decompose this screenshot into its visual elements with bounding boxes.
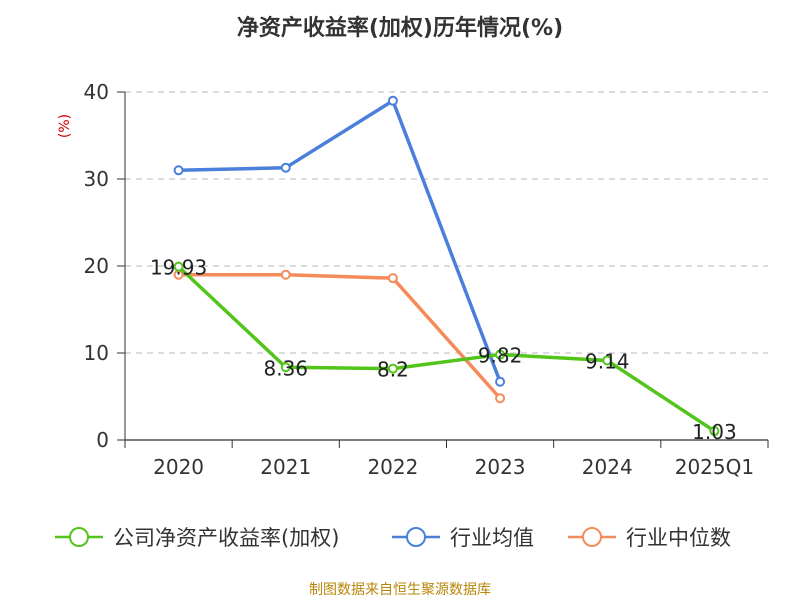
legend-label: 行业均值 (450, 526, 534, 550)
data-label: 19.93 (150, 256, 207, 280)
y-tick-label: 10 (84, 341, 109, 365)
data-point (280, 269, 291, 280)
data-point (387, 95, 398, 106)
series-lines (173, 95, 720, 437)
data-point (602, 355, 613, 366)
data-point (495, 376, 506, 387)
data-point (173, 165, 184, 176)
x-tick-label: 2022 (367, 455, 418, 479)
y-tick-label: 30 (84, 167, 109, 191)
x-tick-label: 2025Q1 (675, 455, 754, 479)
grid-lines (125, 91, 768, 354)
legend-marker (69, 527, 89, 547)
data-point (280, 362, 291, 373)
x-tick-label: 2020 (153, 455, 204, 479)
data-point (709, 426, 720, 437)
x-tick-label: 2021 (260, 455, 311, 479)
series-line (178, 272, 502, 400)
y-tick-label: 40 (84, 80, 109, 104)
y-tick-label: 0 (96, 428, 109, 452)
chart-title: 净资产收益率(加权)历年情况(%) (236, 16, 564, 41)
data-label: 8.2 (377, 358, 409, 382)
y-tick-label: 20 (84, 254, 109, 278)
legend-marker (406, 527, 426, 547)
data-point (387, 273, 398, 284)
data-point (280, 162, 291, 173)
series-line (177, 265, 716, 433)
y-axis-label: (%) (57, 114, 73, 138)
data-label: 9.14 (585, 349, 630, 373)
x-tick-label: 2024 (582, 455, 633, 479)
data-label: 8.36 (263, 356, 308, 380)
axes: 0 10 20 30 40 (%) 2020 2021 2022 2023 2024 2025Q1 (57, 80, 769, 479)
source-note: 制图数据来自恒生聚源数据库 (309, 582, 491, 598)
data-labels: 19.93 8.36 8.2 9.82 9.14 1.03 (150, 256, 737, 444)
legend: 公司净资产收益率(加权) 行业均值 行业中位数 (55, 526, 731, 550)
legend-label: 行业中位数 (626, 526, 731, 550)
x-tick-label: 2023 (475, 455, 526, 479)
data-label: 1.03 (692, 420, 737, 444)
data-point (495, 349, 506, 360)
legend-label: 公司净资产收益率(加权) (113, 526, 339, 550)
data-point (387, 363, 398, 374)
series-line (178, 98, 502, 383)
data-point (495, 393, 506, 404)
legend-marker (582, 527, 602, 547)
data-label: 9.82 (478, 344, 523, 368)
data-point (173, 261, 184, 272)
